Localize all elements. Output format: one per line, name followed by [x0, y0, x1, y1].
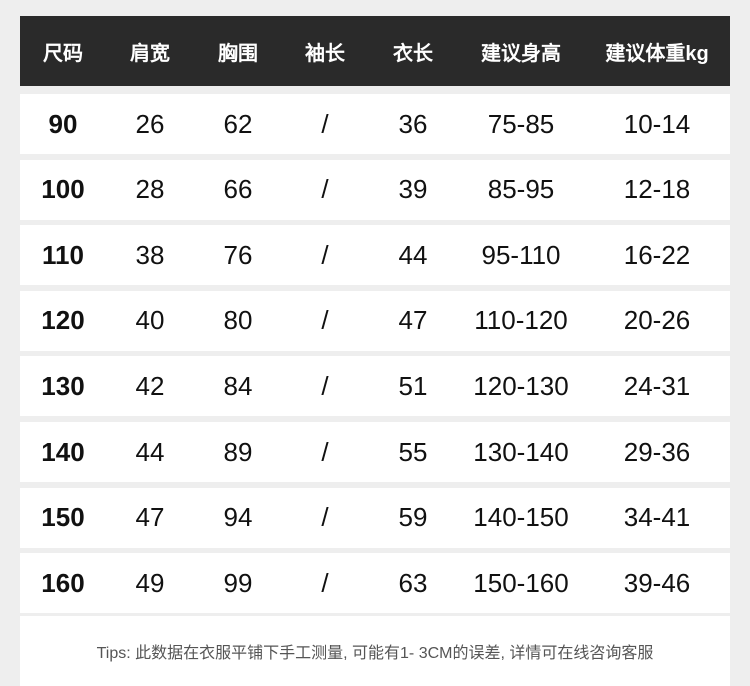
- table-cell: 40: [135, 305, 165, 336]
- column-header: 胸围: [218, 42, 258, 65]
- table-cell: 16-22: [623, 239, 691, 270]
- table-cell: 36: [398, 108, 428, 139]
- size-cell: 120: [41, 305, 85, 336]
- table-cell: 20-26: [623, 305, 691, 336]
- size-cell: 100: [41, 174, 85, 205]
- table-cell: /: [321, 108, 329, 139]
- table-cell: 84: [223, 370, 253, 401]
- table-cell: /: [321, 370, 329, 401]
- table-cell: 95-110: [481, 239, 561, 270]
- table-cell: 44: [398, 239, 428, 270]
- column-header: 建议体重kg: [605, 42, 709, 65]
- table-cell: 85-95: [487, 174, 555, 205]
- table-cell: 51: [398, 370, 428, 401]
- tips: Tips: 此数据在衣服平铺下手工测量, 可能有1- 3CM的误差, 详情可在线…: [20, 616, 730, 686]
- table-cell: 99: [223, 567, 253, 598]
- table-cell: 62: [223, 108, 253, 139]
- table-cell: 39-46: [623, 567, 691, 598]
- table-cell: 12-18: [623, 174, 691, 205]
- table-cell: 140-150: [473, 502, 569, 533]
- table-cell: 39: [398, 174, 428, 205]
- column-header: 袖长: [305, 42, 345, 65]
- table-cell: 76: [223, 239, 253, 270]
- table-cell: 150-160: [473, 567, 569, 598]
- table-cell: /: [321, 502, 329, 533]
- table-cell: 130-140: [473, 436, 569, 467]
- table-row: 100 28 66 / 39 85-95 12-18: [20, 159, 730, 220]
- table-header: 尺码 肩宽 胸围 袖长 衣长 建议身高 建议体重kg: [20, 16, 730, 86]
- table-cell: /: [321, 436, 329, 467]
- column-header: 衣长: [393, 42, 433, 65]
- table-cell: 24-31: [623, 370, 691, 401]
- table-cell: /: [321, 239, 329, 270]
- table-cell: 59: [398, 502, 428, 533]
- table-cell: 110-120: [474, 305, 568, 336]
- table-cell: 89: [223, 436, 253, 467]
- table-cell: 34-41: [623, 502, 691, 533]
- table-cell: 75-85: [487, 108, 555, 139]
- table-cell: 120-130: [473, 370, 569, 401]
- table-cell: /: [321, 174, 329, 205]
- table-cell: 63: [398, 567, 428, 598]
- table-cell: 47: [135, 502, 165, 533]
- table-cell: /: [321, 567, 329, 598]
- size-cell: 130: [41, 370, 85, 401]
- table-row: 160 49 99 / 63 150-160 39-46: [20, 553, 730, 614]
- table-cell: /: [321, 305, 329, 336]
- table-cell: 28: [135, 174, 165, 205]
- table-cell: 26: [135, 108, 165, 139]
- table-cell: 66: [223, 174, 253, 205]
- table-cell: 29-36: [623, 436, 691, 467]
- column-header: 尺码: [43, 42, 83, 65]
- table-cell: 42: [135, 370, 165, 401]
- table-row: 150 47 94 / 59 140-150 34-41: [20, 487, 730, 548]
- column-header: 肩宽: [130, 42, 170, 65]
- column-header: 建议身高: [481, 42, 561, 65]
- size-cell: 160: [41, 567, 85, 598]
- table-cell: 44: [135, 436, 165, 467]
- table-cell: 38: [135, 239, 165, 270]
- table-row: 110 38 76 / 44 95-110 16-22: [20, 225, 730, 286]
- table-cell: 10-14: [623, 108, 691, 139]
- table-row: 130 42 84 / 51 120-130 24-31: [20, 356, 730, 417]
- table-cell: 94: [223, 502, 253, 533]
- size-cell: 150: [41, 502, 85, 533]
- table-cell: 55: [398, 436, 428, 467]
- size-cell: 90: [48, 108, 78, 139]
- table-row: 140 44 89 / 55 130-140 29-36: [20, 422, 730, 482]
- size-cell: 140: [41, 436, 85, 467]
- table-cell: 49: [135, 567, 165, 598]
- table-row: 90 26 62 / 36 75-85 10-14: [20, 94, 730, 154]
- table-row: 120 40 80 / 47 110-120 20-26: [20, 290, 730, 351]
- size-cell: 110: [42, 239, 84, 270]
- table-cell: 47: [398, 305, 428, 336]
- table-cell: 80: [223, 305, 253, 336]
